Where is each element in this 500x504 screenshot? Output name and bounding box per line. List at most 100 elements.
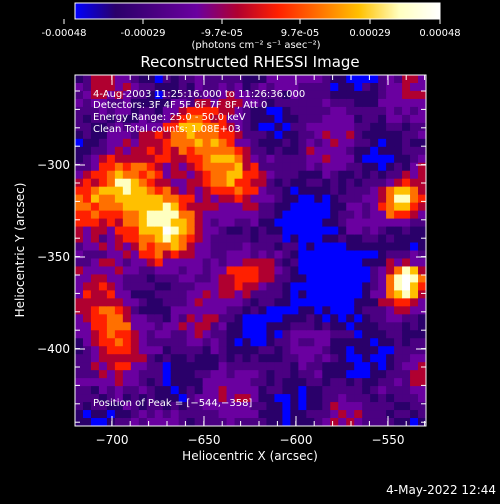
heatmap-cell xyxy=(330,274,339,284)
heatmap-cell xyxy=(146,410,156,419)
heatmap-cell xyxy=(114,386,124,395)
heatmap-cell xyxy=(234,314,244,323)
heatmap-cell xyxy=(298,218,307,228)
heatmap-cell xyxy=(418,394,426,403)
heatmap-cell xyxy=(226,178,236,188)
heatmap-cell xyxy=(178,82,188,92)
heatmap-cell xyxy=(314,218,323,228)
heatmap-cell xyxy=(186,354,196,363)
heatmap-cell xyxy=(202,282,212,291)
heatmap-cell xyxy=(378,186,387,196)
heatmap-cell xyxy=(386,186,395,196)
heatmap-cell xyxy=(82,386,92,395)
heatmap-cell xyxy=(75,290,84,299)
heatmap-cell xyxy=(410,274,419,284)
heatmap-cell xyxy=(258,226,268,236)
heatmap-cell xyxy=(130,194,140,204)
heatmap-cell xyxy=(90,82,100,92)
heatmap-cell xyxy=(170,314,180,323)
y-tick-label: −400 xyxy=(37,342,70,356)
heatmap-cell xyxy=(266,258,276,268)
heatmap-cell xyxy=(306,394,315,403)
heatmap-cell xyxy=(162,210,172,220)
heatmap-cell xyxy=(98,170,108,180)
heatmap-cell xyxy=(242,170,252,180)
heatmap-cell xyxy=(266,170,276,180)
heatmap-cell xyxy=(242,362,252,371)
heatmap-cell xyxy=(226,226,236,236)
heatmap-cell xyxy=(402,362,411,371)
heatmap-cell xyxy=(162,386,172,395)
heatmap-cell xyxy=(370,250,379,260)
heatmap-cell xyxy=(330,290,339,299)
heatmap-cell xyxy=(354,402,363,411)
heatmap-cell xyxy=(410,394,419,403)
heatmap-cell xyxy=(138,154,148,164)
heatmap-cell xyxy=(90,210,100,220)
heatmap-cell xyxy=(178,322,188,331)
heatmap-cell xyxy=(138,306,148,315)
heatmap-cell xyxy=(114,178,124,188)
heatmap-cell xyxy=(82,98,92,108)
heatmap-cell xyxy=(282,170,291,180)
heatmap-cell xyxy=(378,106,387,116)
heatmap-cell xyxy=(154,218,164,228)
heatmap-cell xyxy=(338,202,347,212)
heatmap-cell xyxy=(202,154,212,164)
heatmap-cell xyxy=(338,306,347,315)
heatmap-cell xyxy=(170,226,180,236)
heatmap-cell xyxy=(75,130,84,140)
heatmap-cell xyxy=(114,154,124,164)
heatmap-cell xyxy=(162,378,172,387)
heatmap-cell xyxy=(346,330,355,339)
heatmap-cell xyxy=(386,154,395,164)
heatmap-cell xyxy=(290,122,299,132)
heatmap-cell xyxy=(314,186,323,196)
heatmap-cell xyxy=(418,194,426,204)
heatmap-cell xyxy=(250,274,260,284)
heatmap-cell xyxy=(338,346,347,355)
heatmap-cell xyxy=(98,274,108,284)
heatmap-cell xyxy=(194,162,204,172)
heatmap-cell xyxy=(282,258,291,268)
heatmap-cell xyxy=(186,186,196,196)
heatmap-cell xyxy=(98,234,108,244)
heatmap-cell xyxy=(75,210,84,220)
heatmap-cell xyxy=(194,258,204,268)
heatmap-cell xyxy=(186,314,196,323)
heatmap-cell xyxy=(146,194,156,204)
heatmap-cell xyxy=(266,354,276,363)
heatmap-cell xyxy=(242,162,252,172)
heatmap-cell xyxy=(274,226,284,236)
heatmap-cell xyxy=(274,106,284,116)
heatmap-cell xyxy=(178,106,188,116)
heatmap-cell xyxy=(274,210,284,220)
heatmap-cell xyxy=(226,274,236,284)
heatmap-cell xyxy=(258,75,268,84)
heatmap-cell xyxy=(282,266,291,276)
heatmap-cell xyxy=(90,90,100,100)
heatmap-cell xyxy=(202,346,212,355)
heatmap-cell xyxy=(186,194,196,204)
heatmap-cell xyxy=(82,194,92,204)
heatmap-cell xyxy=(402,322,411,331)
heatmap-cell xyxy=(266,306,276,315)
heatmap-cell xyxy=(402,170,411,180)
heatmap-cell xyxy=(346,386,355,395)
heatmap-cell xyxy=(98,98,108,108)
heatmap-cell xyxy=(162,202,172,212)
heatmap-cell xyxy=(170,354,180,363)
heatmap-cell xyxy=(258,106,268,116)
heatmap-cell xyxy=(170,130,180,140)
heatmap-cell xyxy=(170,218,180,228)
heatmap-cell xyxy=(186,170,196,180)
heatmap-cell xyxy=(82,394,92,403)
heatmap-cell xyxy=(194,338,204,347)
heatmap-cell xyxy=(282,162,291,172)
heatmap-cell xyxy=(314,322,323,331)
heatmap-cell xyxy=(106,154,116,164)
heatmap-cell xyxy=(266,130,276,140)
heatmap-cell xyxy=(330,258,339,268)
heatmap-cell xyxy=(82,218,92,228)
heatmap-cell xyxy=(186,154,196,164)
